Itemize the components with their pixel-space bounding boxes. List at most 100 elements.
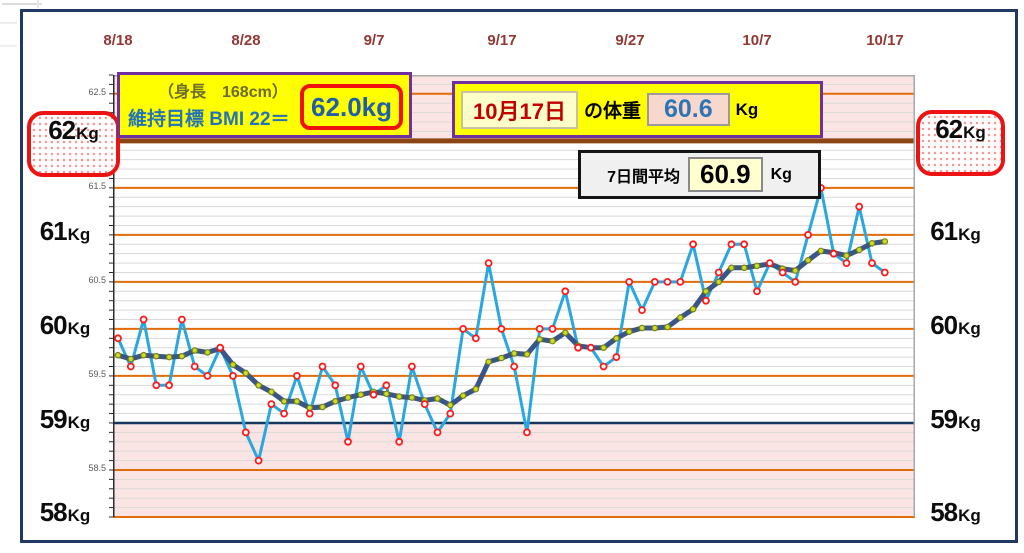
daily-weight-line <box>116 186 887 463</box>
seven-day-average-marker <box>446 401 454 409</box>
daily-weight-marker <box>561 287 570 296</box>
daily-weight-marker <box>586 343 595 352</box>
daily-weight-marker <box>152 381 161 390</box>
daily-weight-marker <box>433 428 442 437</box>
seven-day-average-marker <box>319 403 326 411</box>
seven-day-average-marker <box>728 264 735 272</box>
daily-weight-marker <box>280 409 289 418</box>
seven-day-average-marker <box>881 238 889 245</box>
seven-day-average-marker <box>549 337 556 345</box>
average-value: 60.9 <box>687 157 763 192</box>
daily-weight-marker <box>880 268 889 277</box>
seven-day-average-marker <box>855 246 863 254</box>
daily-weight-marker <box>791 277 800 286</box>
x-axis-label: 9/7 <box>363 32 385 49</box>
y-label-unit: Kg <box>958 319 981 338</box>
daily-weight-marker <box>178 315 186 324</box>
seven-day-average-marker <box>140 351 147 359</box>
seven-day-average-marker <box>357 391 365 399</box>
daily-weight-marker <box>829 249 838 258</box>
y-label-number: 61 <box>930 216 958 246</box>
seven-day-average-marker <box>408 394 416 401</box>
daily-weight-marker <box>331 381 340 390</box>
today-weight-value: 60.6 <box>646 93 730 126</box>
x-axis-label: 10/7 <box>742 32 772 49</box>
weight-chart-svg <box>109 74 915 518</box>
y-label-unit: Kg <box>958 413 981 432</box>
seven-day-average-marker <box>178 352 186 360</box>
daily-weight-marker <box>395 437 404 446</box>
seven-day-average-marker <box>664 323 671 331</box>
y-minor-tick-label: 62.5 <box>88 87 106 97</box>
seven-day-average-marker <box>268 388 275 396</box>
excel-gridline-artifact <box>2 3 42 5</box>
daily-weight-marker <box>663 277 672 286</box>
seven-day-average-marker <box>638 324 646 332</box>
daily-weight-marker <box>638 306 646 315</box>
daily-weight-marker <box>497 324 506 333</box>
y-label-number: 60 <box>39 310 68 340</box>
daily-weight-marker <box>714 268 723 277</box>
y-label-unit: Kg <box>76 124 99 143</box>
seven-day-average-marker <box>817 247 825 255</box>
y-label-number: 62 <box>935 114 963 144</box>
daily-weight-marker <box>267 400 276 409</box>
daily-weight-marker <box>778 268 787 277</box>
daily-weight-marker <box>612 353 621 362</box>
y-label-unit: Kg <box>67 319 91 338</box>
x-axis-label: 10/17 <box>866 32 904 49</box>
seven-day-average-marker <box>344 394 352 401</box>
plot-area <box>109 74 915 518</box>
seven-day-average-marker <box>485 358 492 366</box>
daily-weight-marker <box>382 381 391 390</box>
daily-weight-marker <box>203 371 212 380</box>
y-label-58kg-left: 58 Kg <box>25 497 105 527</box>
daily-weight-marker <box>855 202 864 211</box>
y-label-61kg-right: 61 Kg <box>918 216 993 246</box>
daily-weight-marker <box>241 428 250 437</box>
seven-day-average-marker <box>242 369 250 377</box>
y-label-unit: Kg <box>67 506 91 525</box>
seven-day-average-marker <box>332 397 339 405</box>
y-label-number: 59 <box>39 404 68 434</box>
daily-weight-marker <box>471 334 480 343</box>
y-minor-tick-label: 59.5 <box>88 369 106 379</box>
x-axis-label: 8/28 <box>231 32 261 49</box>
height-note: （身長 168cm） <box>158 84 288 101</box>
daily-weight-marker <box>484 259 493 268</box>
daily-weight-marker <box>459 324 468 333</box>
daily-weight-marker <box>190 362 199 371</box>
seven-day-average-marker <box>791 267 799 274</box>
daily-weight-marker <box>216 343 225 352</box>
y-label-59kg-right: 59 Kg <box>918 404 993 434</box>
seven-day-average-marker <box>676 314 684 321</box>
daily-weight-marker <box>114 334 122 343</box>
seven-day-average-marker <box>229 361 237 369</box>
daily-weight-marker <box>510 362 519 371</box>
daily-weight-marker <box>407 362 416 371</box>
daily-weight-marker <box>369 390 378 399</box>
seven-day-average-marker <box>498 354 505 362</box>
y-label-number: 58 <box>39 497 68 527</box>
daily-weight-marker <box>702 296 710 305</box>
excel-gridline-artifact <box>37 0 39 8</box>
seven-day-average-marker <box>383 390 390 398</box>
daily-weight-marker <box>523 428 531 437</box>
daily-weight-marker <box>689 240 697 249</box>
seven-day-average-marker <box>613 334 620 342</box>
seven-day-average-marker <box>600 344 607 352</box>
seven-day-average-marker <box>434 395 441 402</box>
y-label-unit: Kg <box>67 225 91 244</box>
seven-day-average-marker <box>868 240 876 247</box>
target-bmi-label: 維持目標 BMI 22＝ <box>128 109 290 130</box>
seven-day-average-marker <box>843 252 850 259</box>
seven-day-average-marker <box>127 355 135 363</box>
daily-weight-marker <box>139 315 148 324</box>
y-label-61kg-left: 61 Kg <box>25 216 105 246</box>
daily-weight-marker <box>625 277 634 286</box>
y-label-62kg-highlight-right: 62 Kg <box>916 110 1005 176</box>
today-weight-label: の体重 <box>583 101 641 122</box>
todays-weight-callout: 10月17日 の体重 60.6 Kg <box>452 81 823 138</box>
y-label-58kg-right: 58 Kg <box>918 497 993 527</box>
